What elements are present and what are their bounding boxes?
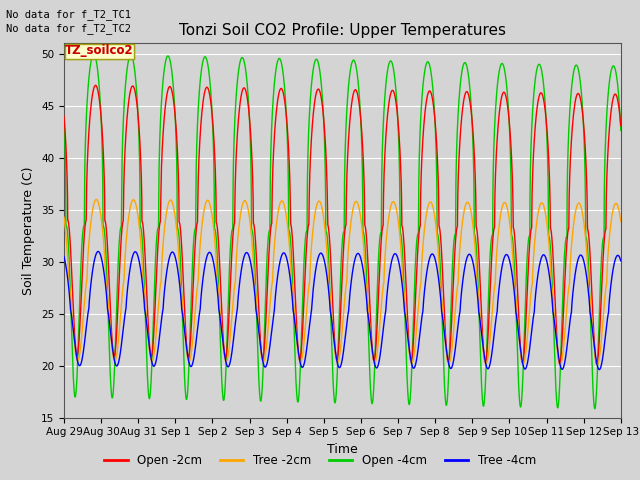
Legend: Open -2cm, Tree -2cm, Open -4cm, Tree -4cm: Open -2cm, Tree -2cm, Open -4cm, Tree -4… [99,449,541,472]
Y-axis label: Soil Temperature (C): Soil Temperature (C) [22,166,35,295]
Legend:  [65,44,134,59]
X-axis label: Time: Time [327,443,358,456]
Title: Tonzi Soil CO2 Profile: Upper Temperatures: Tonzi Soil CO2 Profile: Upper Temperatur… [179,23,506,38]
Text: No data for f_T2_TC1: No data for f_T2_TC1 [6,9,131,20]
Text: No data for f_T2_TC2: No data for f_T2_TC2 [6,23,131,34]
